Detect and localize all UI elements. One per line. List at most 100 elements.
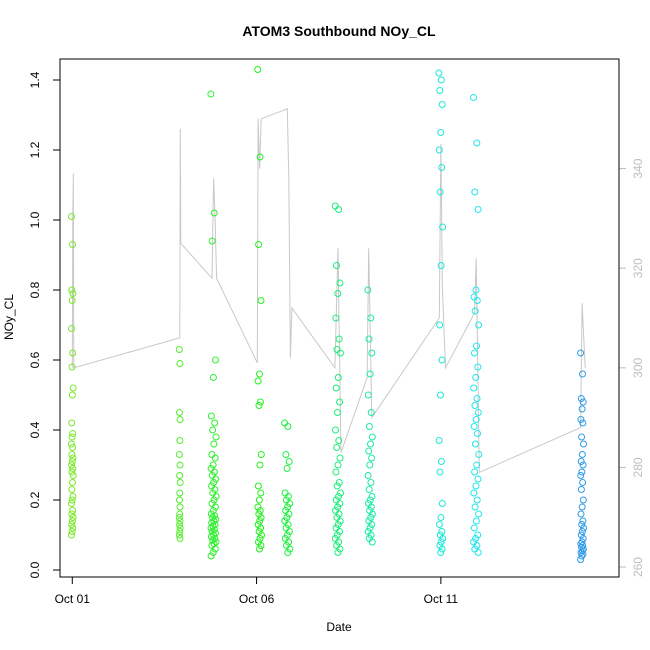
- data-point: [473, 139, 481, 147]
- data-point: [284, 549, 292, 556]
- data-point: [176, 517, 184, 525]
- data-point: [368, 510, 376, 518]
- data-point: [256, 461, 264, 469]
- data-point: [284, 521, 292, 528]
- data-point: [176, 416, 184, 423]
- data-point: [474, 430, 481, 437]
- data-point: [439, 535, 447, 542]
- data-point: [579, 370, 586, 378]
- data-point: [471, 349, 478, 357]
- data-point: [176, 360, 184, 367]
- data-point: [334, 549, 342, 556]
- data-point: [68, 517, 76, 525]
- data-point: [67, 213, 75, 220]
- data-point: [578, 543, 585, 551]
- x-tick-label: Oct 06: [239, 592, 275, 606]
- data-point: [210, 209, 218, 217]
- data-point: [367, 531, 375, 539]
- data-point: [436, 542, 444, 549]
- data-point: [437, 538, 445, 546]
- data-point: [68, 521, 76, 528]
- data-point: [579, 496, 587, 504]
- data-point: [474, 409, 482, 416]
- data-point: [212, 515, 220, 523]
- data-point: [578, 468, 586, 476]
- data-point: [577, 472, 585, 479]
- data-point: [176, 437, 184, 444]
- data-point: [470, 423, 478, 430]
- data-point: [254, 521, 262, 528]
- data-point: [334, 374, 342, 381]
- data-point: [286, 500, 294, 507]
- secondary-series-line: [71, 108, 586, 474]
- x-tick-label: Oct 01: [55, 592, 91, 606]
- data-point: [176, 472, 184, 479]
- plot-frame: [59, 58, 620, 578]
- data-point: [579, 461, 587, 469]
- data-point: [333, 262, 340, 269]
- data-point: [437, 458, 445, 465]
- y-tick-label: 1.4: [28, 71, 42, 88]
- data-point: [69, 479, 76, 486]
- data-point: [256, 370, 263, 378]
- data-point: [365, 423, 373, 430]
- y2-tick-label: 260: [631, 557, 645, 577]
- data-point: [211, 545, 219, 553]
- y-tick-label: 0.6: [28, 351, 42, 368]
- data-point: [579, 398, 587, 406]
- y2-tick-label: 340: [631, 158, 645, 178]
- data-point: [257, 524, 265, 532]
- data-point: [336, 528, 343, 535]
- data-point: [435, 146, 443, 154]
- data-point: [176, 510, 184, 518]
- data-point: [475, 321, 483, 329]
- data-point: [474, 531, 482, 539]
- data-point: [578, 503, 586, 511]
- data-point: [68, 451, 76, 458]
- data-point: [472, 416, 480, 423]
- data-point: [471, 440, 479, 448]
- data-point: [176, 503, 184, 511]
- data-point: [436, 321, 444, 329]
- data-point: [69, 493, 77, 500]
- data-point: [212, 529, 219, 537]
- data-point: [69, 290, 77, 297]
- data-point: [255, 538, 262, 546]
- data-point: [207, 552, 215, 560]
- data-point: [367, 503, 375, 511]
- data-point: [176, 479, 184, 486]
- axes: 0.0 0.2 0.4 0.6 0.8 1.0 1.2 1.4 260 280 300 320 340 O…: [28, 71, 645, 606]
- data-point: [470, 524, 478, 532]
- data-point: [176, 489, 184, 497]
- data-point: [579, 517, 587, 525]
- data-point: [577, 531, 585, 539]
- data-point: [368, 454, 376, 462]
- data-point: [580, 524, 588, 532]
- data-point: [67, 531, 75, 539]
- data-point: [212, 538, 220, 546]
- data-point: [366, 461, 374, 469]
- data-point: [474, 363, 482, 371]
- data-point: [438, 500, 446, 507]
- data-point: [257, 514, 265, 521]
- data-point: [578, 552, 586, 560]
- data-point: [577, 416, 585, 423]
- data-point: [335, 538, 343, 546]
- data-point: [175, 514, 183, 521]
- data-point: [285, 458, 293, 465]
- data-point: [435, 69, 443, 77]
- data-point: [334, 290, 342, 297]
- data-point: [367, 514, 375, 521]
- data-point: [210, 517, 218, 525]
- data-point: [438, 101, 446, 108]
- data-point: [68, 433, 76, 441]
- y2-tick-label: 280: [631, 457, 645, 477]
- data-point: [436, 531, 444, 539]
- data-point: [579, 479, 587, 486]
- data-point: [209, 549, 217, 556]
- data-point: [210, 479, 218, 486]
- data-point: [285, 528, 293, 535]
- data-point: [336, 349, 344, 357]
